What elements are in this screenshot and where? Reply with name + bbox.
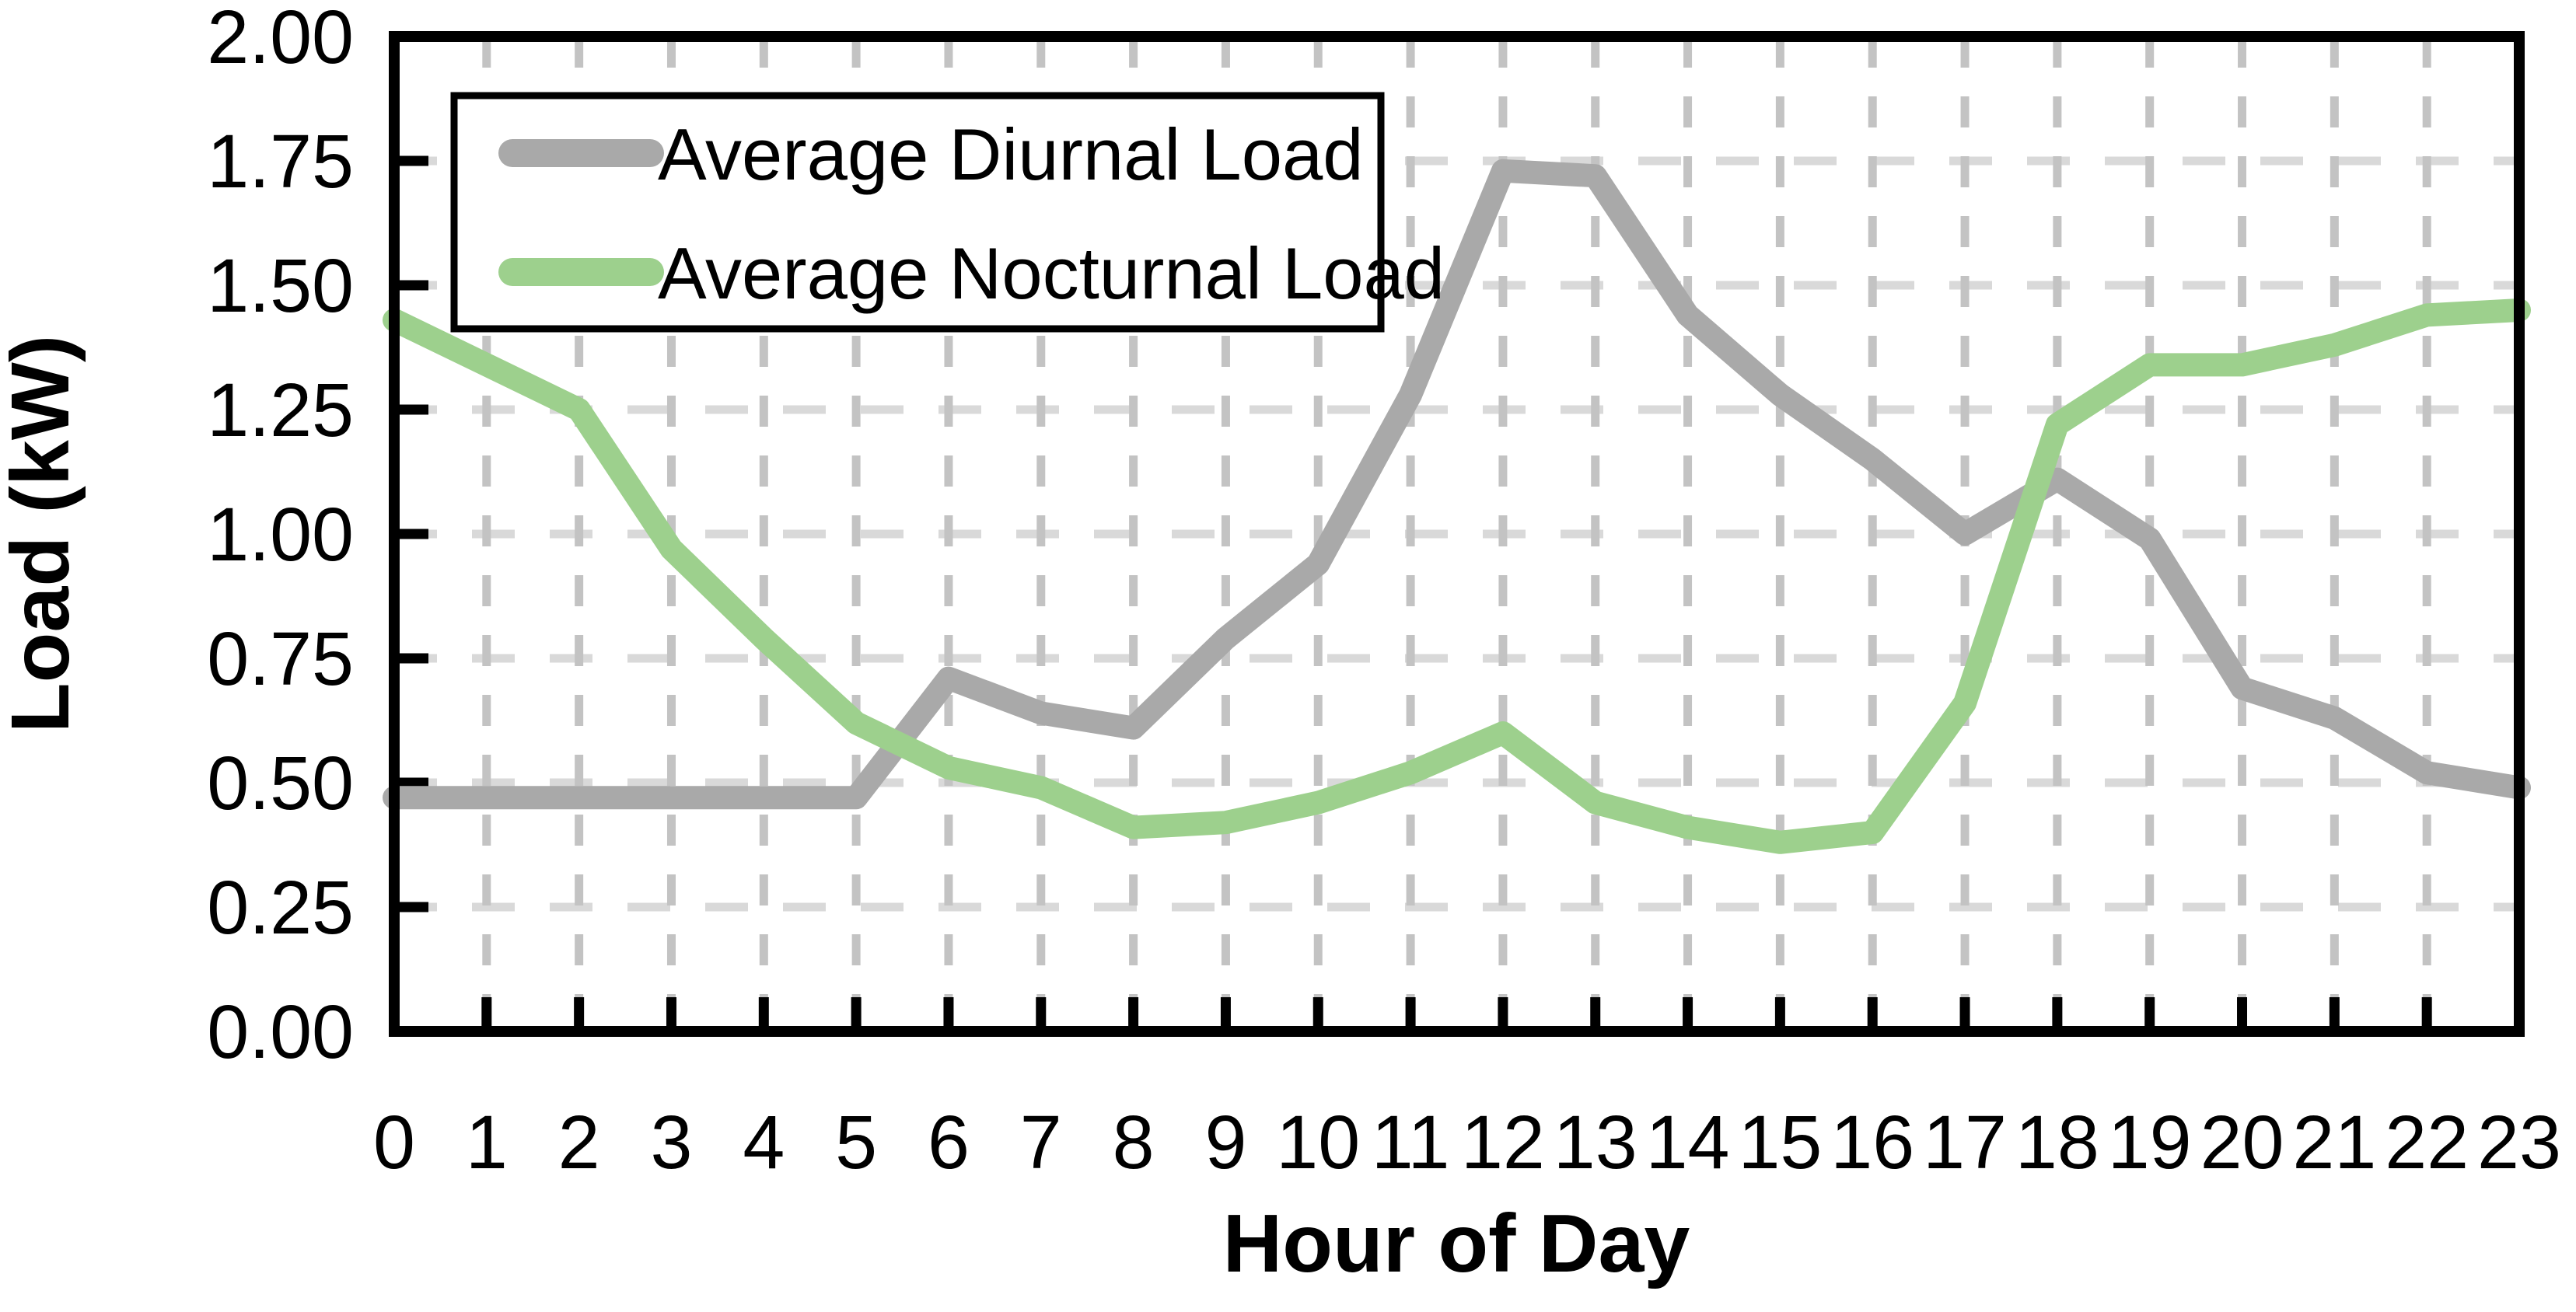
x-tick-label: 20	[2200, 1100, 2284, 1185]
x-tick-label: 19	[2108, 1100, 2192, 1185]
x-tick-label: 22	[2385, 1100, 2469, 1185]
x-tick-label: 13	[1554, 1100, 1638, 1185]
y-axis-tick-labels: 0.00 0.25 0.50 0.75 1.00 1.25 1.50 1.75 2.00	[207, 0, 354, 1074]
series-line-0	[383, 159, 2531, 810]
x-tick-label: 5	[835, 1100, 877, 1185]
x-tick-label: 9	[1204, 1100, 1246, 1185]
x-tick-label: 14	[1646, 1100, 1730, 1185]
plot-border	[389, 31, 2525, 1037]
y-tick-label: 2.00	[207, 0, 354, 79]
x-tick-label: 1	[466, 1100, 508, 1185]
x-tick-label: 21	[2292, 1100, 2376, 1185]
x-tick-label: 16	[1830, 1100, 1914, 1185]
y-tick-label: 0.50	[207, 741, 354, 825]
y-tick-label: 1.00	[207, 492, 354, 577]
y-tick-label: 1.25	[207, 368, 354, 452]
x-axis-tick-labels: 0 1 2 3 4 5 6 7 8 9 10 11 12 13 14 15 16 17 18 19 20 21 22 23	[373, 1100, 2561, 1185]
x-tick-label: 15	[1738, 1100, 1822, 1185]
x-tick-label: 8	[1113, 1100, 1155, 1185]
x-tick-label: 6	[928, 1100, 970, 1185]
x-tick-label: 23	[2477, 1100, 2561, 1185]
x-tick-label: 2	[558, 1100, 600, 1185]
y-tick-label: 0.00	[207, 989, 354, 1074]
x-tick-label: 0	[373, 1100, 415, 1185]
x-tick-label: 4	[743, 1100, 785, 1185]
x-tick-label: 7	[1020, 1100, 1062, 1185]
legend-label-nocturnal: Average Nocturnal Load	[658, 232, 1445, 314]
legend-box	[450, 92, 1385, 333]
data-series-lines	[383, 159, 2531, 854]
series-line-1	[383, 298, 2531, 854]
y-tick-label: 1.75	[207, 119, 354, 204]
x-tick-label: 3	[651, 1100, 693, 1185]
axis-tick-marks	[389, 31, 2525, 1037]
x-tick-label: 10	[1276, 1100, 1360, 1185]
x-axis-title: Hour of Day	[1223, 1198, 1690, 1289]
x-tick-label: 18	[2015, 1100, 2099, 1185]
y-tick-label: 0.75	[207, 616, 354, 701]
y-axis-title: Load (kW)	[0, 335, 86, 733]
y-tick-label: 0.25	[207, 865, 354, 950]
x-tick-label: 12	[1461, 1100, 1545, 1185]
y-tick-label: 1.50	[207, 243, 354, 328]
x-tick-label: 17	[1923, 1100, 2007, 1185]
x-tick-label: 11	[1372, 1100, 1450, 1185]
legend-label-diurnal: Average Diurnal Load	[658, 113, 1364, 195]
legend: Average Diurnal Load Average Nocturnal L…	[450, 92, 1445, 333]
